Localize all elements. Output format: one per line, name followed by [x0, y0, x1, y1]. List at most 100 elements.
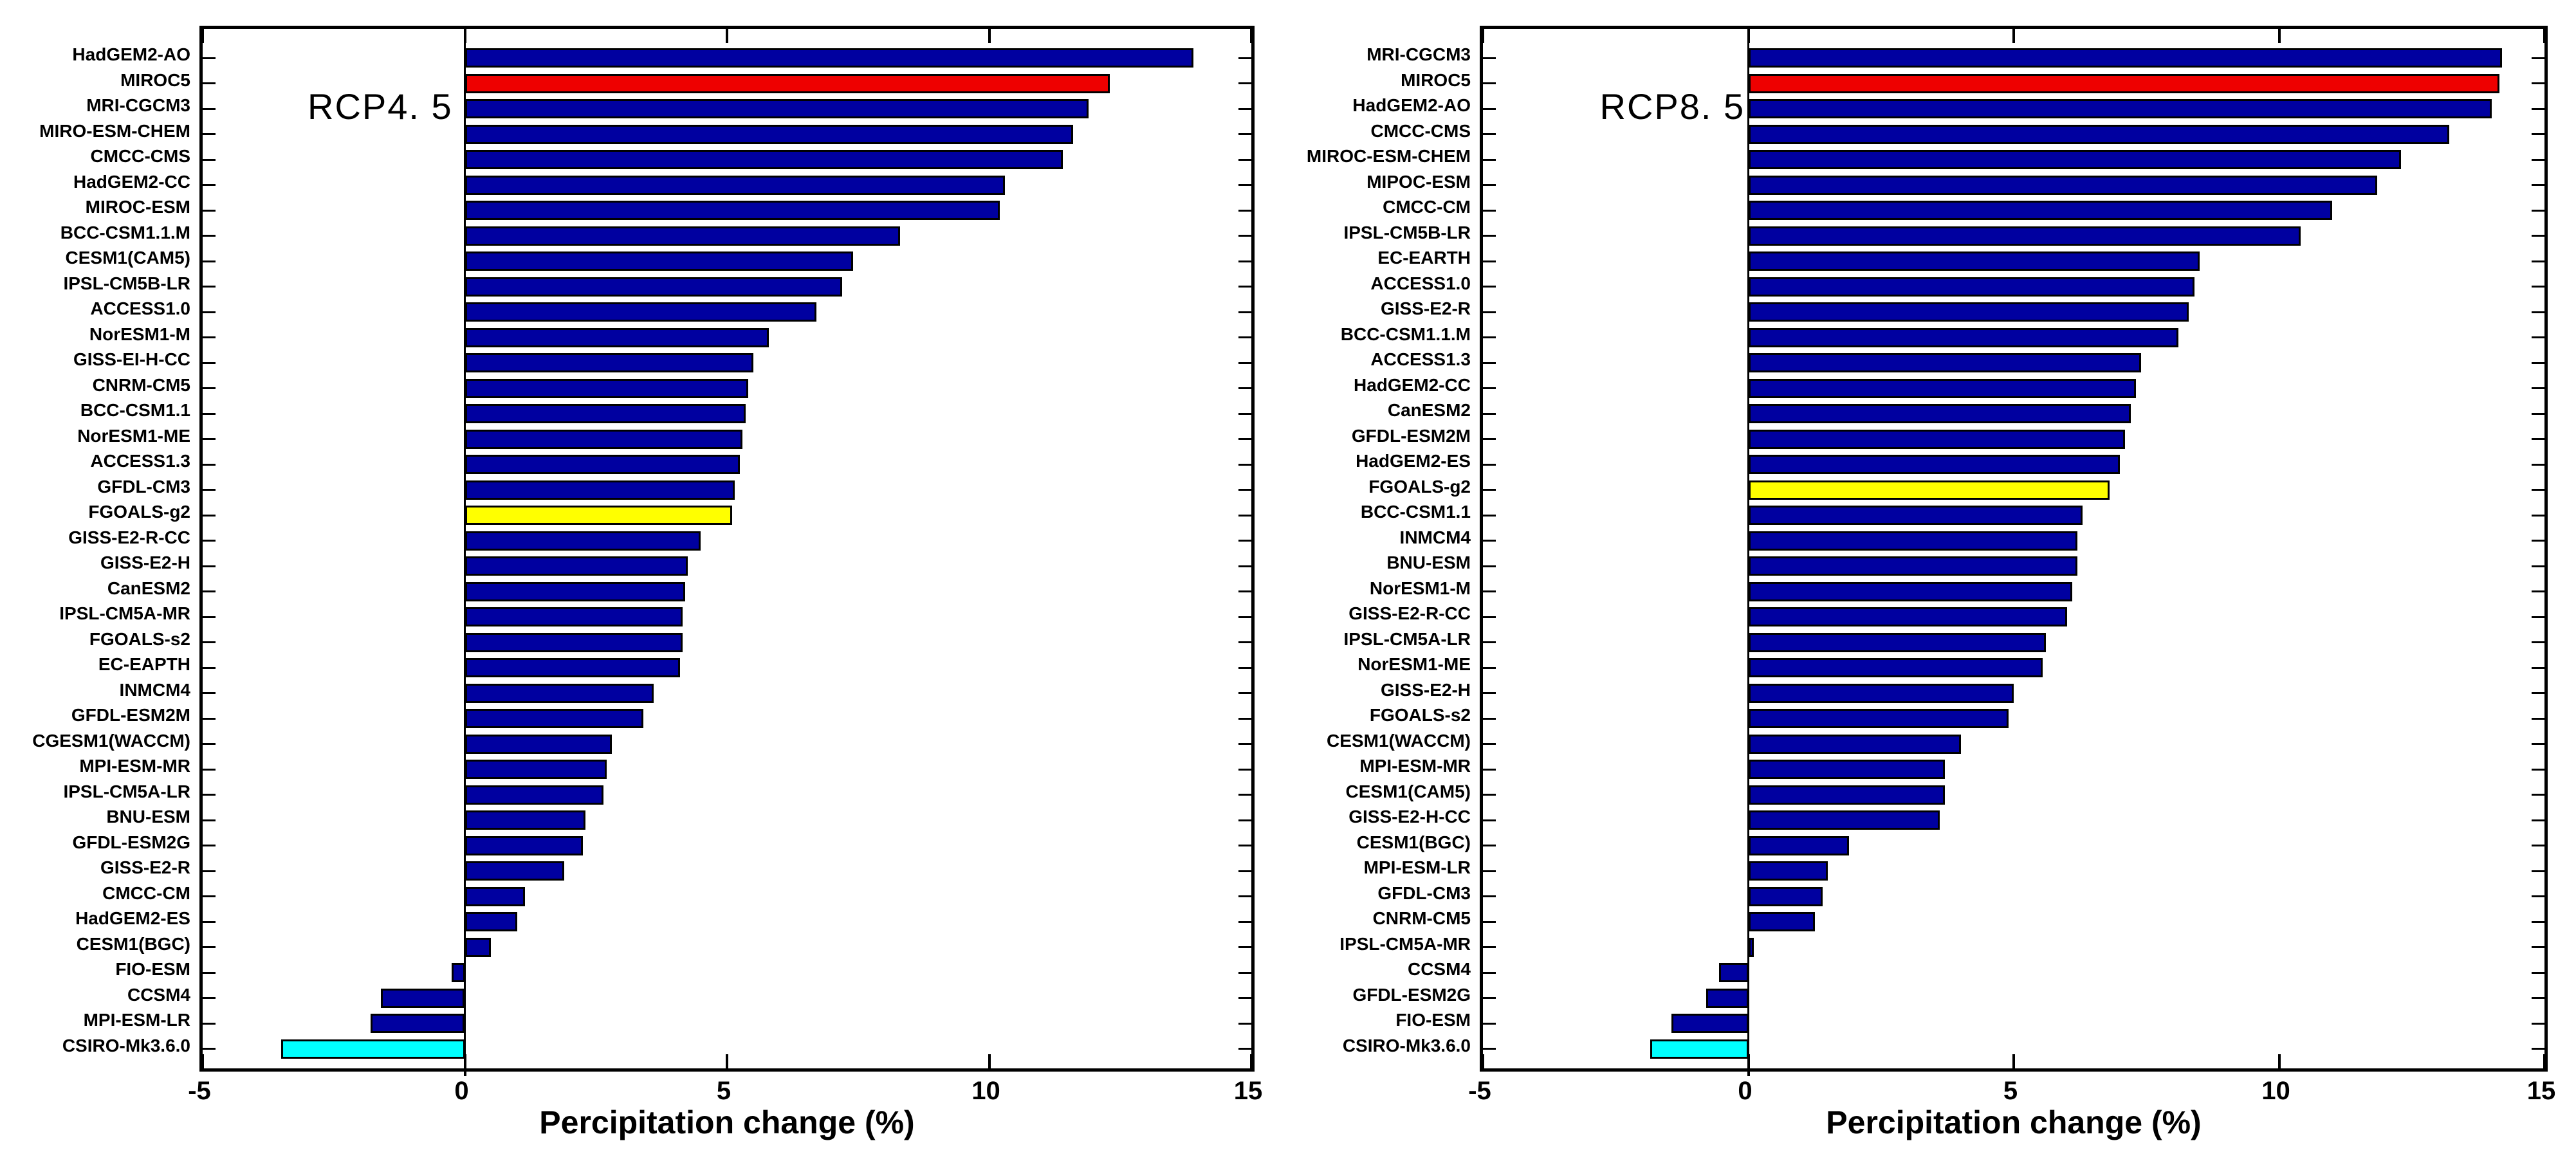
y-axis-label: BNU-ESM [1386, 553, 1471, 572]
y-tick-left [203, 997, 216, 999]
y-tick-right [1238, 286, 1251, 288]
y-tick-right [2532, 768, 2544, 771]
y-tick-left [1483, 286, 1496, 288]
y-tick-left [1483, 819, 1496, 821]
y-tick-right [1238, 666, 1251, 669]
y-axis-labels-rcp45: HadGEM2-AO MIROC5 MRI-CGCM3 MIRO-ESM-CHEM CM… [0, 26, 190, 1072]
y-axis-label: CESM1(CAM5) [1345, 781, 1471, 801]
bar-FGOALS-s2 [1748, 709, 2009, 728]
y-axis-label: CMCC-CM [102, 882, 190, 903]
y-tick-right [2532, 286, 2544, 288]
bar-NorESM1-M [465, 327, 769, 347]
y-axis-label: GISS-E2-R-CC [68, 527, 190, 547]
y-axis-label: HadGEM2-CC [73, 171, 190, 192]
y-axis-label: GFDL-ESM2G [72, 832, 190, 852]
x-tick-bottom [1250, 1054, 1253, 1068]
bar-MPI-ESM-MR [465, 760, 607, 779]
y-tick-left [1483, 565, 1496, 567]
y-tick-right [2532, 1022, 2544, 1025]
y-tick-right [1238, 616, 1251, 618]
y-tick-left [1483, 260, 1496, 262]
y-tick-right [2532, 895, 2544, 897]
y-tick-left [203, 514, 216, 517]
y-tick-right [2532, 514, 2544, 517]
y-tick-right [1238, 463, 1251, 466]
y-axis-label: NorESM1-ME [1357, 654, 1471, 674]
bar-IPSL-CM5B-LR [1748, 226, 2301, 246]
y-tick-left [203, 743, 216, 745]
bar-BCC-CSM1.1.M [465, 226, 900, 246]
y-tick-left [203, 107, 216, 110]
bar-CESM1(CAM5) [1748, 785, 1945, 805]
bar-MIROC-ESM [465, 201, 1000, 220]
bar-MIRO-ESM-CHEM [465, 124, 1073, 144]
y-axis-label: GISS-E2-H-CC [1348, 807, 1471, 827]
y-tick-right [1238, 946, 1251, 948]
y-axis-label: EC-EAPTH [98, 654, 190, 674]
x-tick-top [2012, 29, 2015, 43]
x-tick-top [1747, 29, 1750, 43]
y-axis-label: HadGEM2-ES [1356, 451, 1471, 471]
bar-NorESM1-ME [465, 429, 743, 449]
panel-rcp45: HadGEM2-AO MIROC5 MRI-CGCM3 MIRO-ESM-CHEM CM… [0, 0, 1262, 1161]
y-axis-label: IPSL-CM5A-MR [59, 603, 190, 623]
y-tick-right [2532, 946, 2544, 948]
y-axis-label: CESM1(BGC) [76, 933, 190, 954]
y-tick-right [1238, 514, 1251, 517]
y-tick-left [1483, 666, 1496, 669]
bar-BCC-CSM1.1 [465, 404, 746, 423]
x-tick-bottom [1482, 1054, 1484, 1068]
y-tick-left [1483, 209, 1496, 212]
y-tick-right [1238, 438, 1251, 440]
y-tick-right [2532, 666, 2544, 669]
y-tick-left [203, 717, 216, 720]
x-tick-label: 0 [454, 1077, 469, 1105]
x-tick-bottom [463, 1054, 466, 1068]
y-axis-label: CGESM1(WACCM) [32, 730, 190, 751]
y-tick-right [1238, 590, 1251, 592]
y-tick-right [2532, 412, 2544, 415]
y-tick-left [1483, 489, 1496, 491]
bar-FGOALS-g2 [465, 506, 733, 525]
y-axis-label: BCC-CSM1.1 [80, 400, 190, 420]
bar-EC-EARTH [1748, 251, 2200, 271]
bar-NorESM1-ME [1748, 658, 2043, 677]
bar-HadGEM2-CC [1748, 378, 2136, 398]
x-tick-top [988, 29, 991, 43]
y-axis-label: CSIRO-Mk3.6.0 [1342, 1035, 1471, 1056]
y-axis-label: GISS-E2-R [100, 857, 190, 877]
y-axis-label: MPI-ESM-LR [83, 1010, 190, 1030]
bar-ACCESS1.0 [1748, 277, 2194, 297]
y-tick-left [203, 286, 216, 288]
y-tick-left [1483, 463, 1496, 466]
y-axis-label: HadGEM2-ES [75, 908, 190, 928]
bar-CESM1(BGC) [465, 937, 492, 957]
y-tick-right [1238, 971, 1251, 974]
bar-CSIRO-Mk3.6.0 [281, 1039, 465, 1059]
y-tick-right [2532, 845, 2544, 846]
y-tick-right [2532, 616, 2544, 618]
y-tick-left [203, 590, 216, 592]
plot-area-rcp45: RCP4. 5 [199, 26, 1255, 1076]
y-tick-left [203, 361, 216, 364]
x-tick-bottom [1747, 1054, 1750, 1068]
y-tick-right [2532, 489, 2544, 491]
y-axis-label: BNU-ESM [106, 807, 190, 827]
y-tick-left [203, 387, 216, 389]
bar-HadGEM2-ES [465, 912, 517, 931]
bar-INMCM4 [465, 683, 654, 703]
bar-CMCC-CMS [465, 150, 1063, 169]
y-tick-left [203, 158, 216, 161]
x-tick-label: 5 [2003, 1077, 2018, 1105]
y-axis-label: EC-EARTH [1377, 248, 1471, 268]
y-tick-right [2532, 311, 2544, 313]
bar-HadGEM2-AO [465, 48, 1194, 68]
y-tick-right [1238, 743, 1251, 745]
x-tick-label: 10 [2261, 1077, 2290, 1105]
y-tick-right [1238, 387, 1251, 389]
y-tick-left [1483, 387, 1496, 389]
y-tick-left [203, 666, 216, 669]
y-tick-right [1238, 641, 1251, 643]
y-tick-right [1238, 565, 1251, 567]
